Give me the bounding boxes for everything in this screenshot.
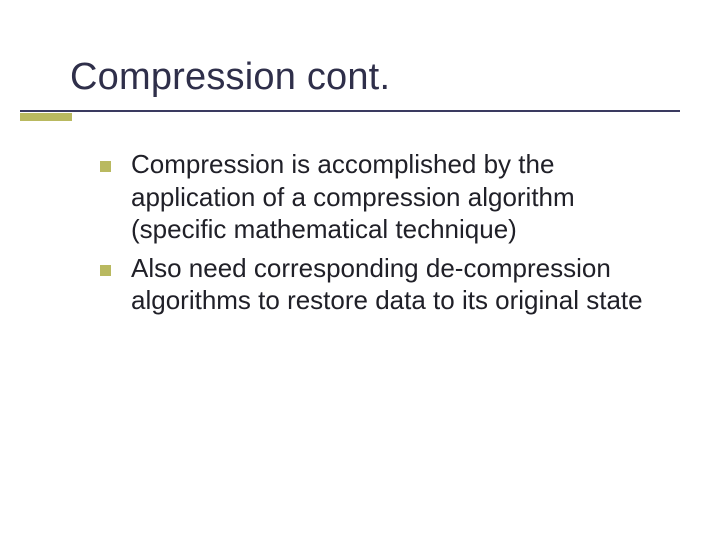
slide: { "slide": { "title": "Compression cont.…	[0, 0, 720, 540]
slide-title: Compression cont.	[70, 56, 680, 99]
square-bullet-icon	[100, 265, 111, 276]
title-underline-long	[20, 110, 680, 112]
bullet-text: Also need corresponding de-compression a…	[131, 252, 660, 317]
square-bullet-icon	[100, 161, 111, 172]
title-underline-accent	[20, 113, 72, 121]
list-item: Compression is accomplished by the appli…	[100, 148, 660, 246]
title-area: Compression cont.	[70, 56, 680, 103]
body-area: Compression is accomplished by the appli…	[100, 148, 660, 323]
bullet-text: Compression is accomplished by the appli…	[131, 148, 660, 246]
list-item: Also need corresponding de-compression a…	[100, 252, 660, 317]
